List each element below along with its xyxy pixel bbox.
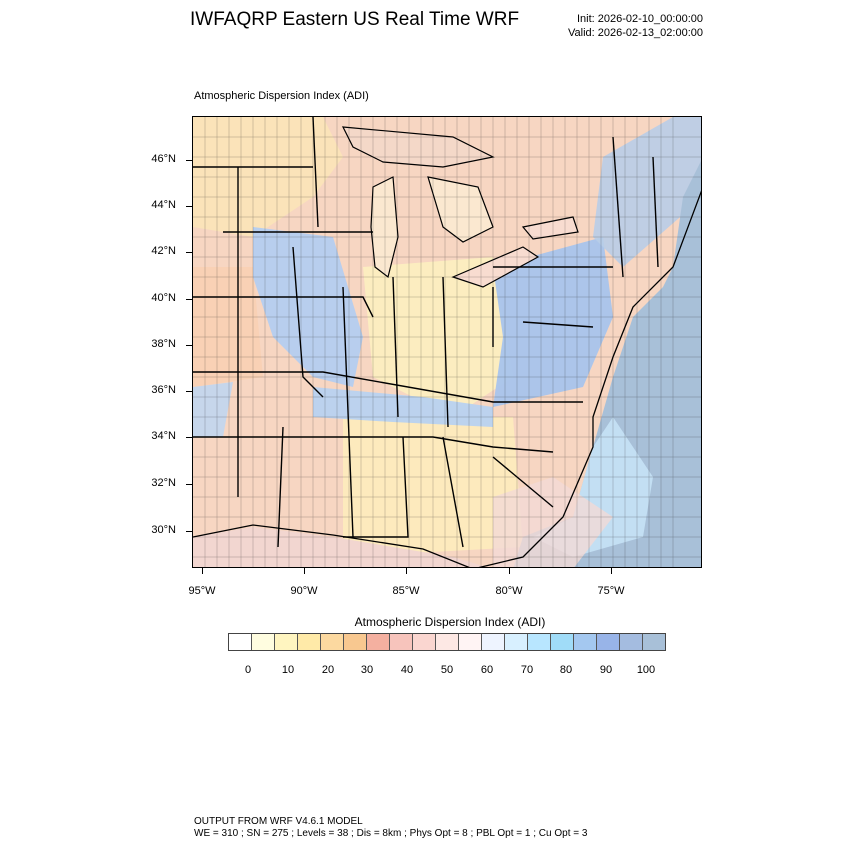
colorbar-tick-label: 40 [400,664,414,676]
field-orange-west [193,267,263,387]
colorbar-tick-label: 80 [559,664,573,676]
lat-tick [186,391,192,392]
colorbar-swatch [482,634,505,650]
lon-label-90: 90°W [290,585,318,597]
colorbar-swatch [344,634,367,650]
field-blue-southwest [193,382,233,437]
lat-tick [186,531,192,532]
lat-tick [186,437,192,438]
field-blue-midwest [253,227,363,387]
colorbar-swatch [298,634,321,650]
lat-label-40: 40°N [151,292,176,304]
colorbar-swatch [459,634,482,650]
lon-tick [202,568,203,574]
colorbar-swatch [551,634,574,650]
map-panel [192,116,702,568]
lon-label-85: 85°W [392,585,420,597]
colorbar-swatch [229,634,252,650]
lat-tick [186,484,192,485]
colorbar-tick-label: 20 [321,664,335,676]
lon-tick [406,568,407,574]
colorbar-swatch [528,634,551,650]
lat-label-44: 44°N [151,199,176,211]
colorbar-swatch [367,634,390,650]
colorbar-swatch [574,634,597,650]
colorbar-swatch [252,634,275,650]
lat-label-42: 42°N [151,245,176,257]
colorbar-swatch [413,634,436,650]
colorbar-swatch [390,634,413,650]
lat-tick [186,206,192,207]
colorbar-tick-label: 10 [281,664,295,676]
lon-label-75: 75°W [597,585,625,597]
colorbar-tick-label: 100 [636,664,656,676]
field-label: Atmospheric Dispersion Index (ADI) [194,90,369,102]
colorbar-swatch [597,634,620,650]
lat-label-32: 32°N [151,477,176,489]
county-grid [193,117,701,567]
lon-label-95: 95°W [188,585,216,597]
model-config: WE = 310 ; SN = 275 ; Levels = 38 ; Dis … [194,828,588,839]
lake-huron [427,176,494,243]
colorbar-tick-label: 0 [244,664,252,676]
east-coastline [478,190,701,567]
colorbar-tick-label: 50 [440,664,454,676]
lat-label-30: 30°N [151,524,176,536]
lat-tick [186,299,192,300]
lat-label-38: 38°N [151,338,176,350]
map-graphic [193,117,701,567]
lat-tick [186,252,192,253]
lat-tick [186,160,192,161]
colorbar-swatch [321,634,344,650]
lat-label-36: 36°N [151,384,176,396]
gulf-coastline [193,524,470,567]
atlantic-ocean [513,161,701,567]
map-title: IWFAQRP Eastern US Real Time WRF [190,9,520,30]
lon-tick [509,568,510,574]
colorbar-swatch [275,634,298,650]
lat-tick [186,345,192,346]
colorbar-tick-label: 70 [520,664,534,676]
colorbar-swatch [436,634,459,650]
colorbar [228,633,666,651]
lat-label-34: 34°N [151,430,176,442]
lon-tick [611,568,612,574]
colorbar-title: Atmospheric Dispersion Index (ADI) [354,615,546,629]
lat-label-46: 46°N [151,153,176,165]
model-info: OUTPUT FROM WRF V4.6.1 MODEL [194,816,363,827]
colorbar-swatch [505,634,528,650]
valid-time: Valid: 2026-02-13_02:00:00 [568,27,703,39]
colorbar-tick-label: 30 [360,664,374,676]
lake-ontario [521,216,579,240]
colorbar-tick-label: 60 [480,664,494,676]
colorbar-tick-label: 90 [599,664,613,676]
colorbar-swatch [643,634,665,650]
colorbar-swatch [620,634,643,650]
state-boundaries [193,117,659,548]
lon-label-80: 80°W [495,585,523,597]
lon-tick [304,568,305,574]
init-time: Init: 2026-02-10_00:00:00 [577,13,703,25]
